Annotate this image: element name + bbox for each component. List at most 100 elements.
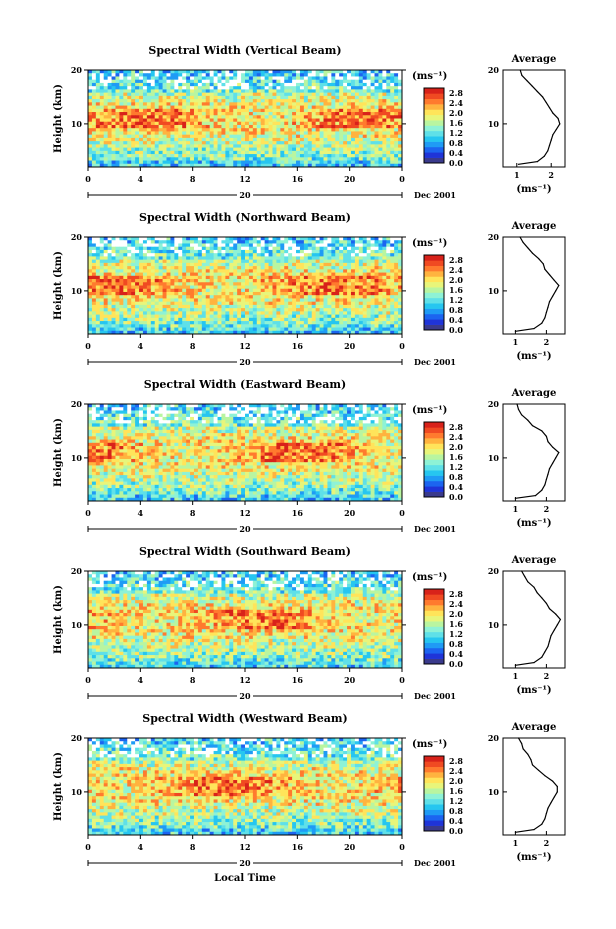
- heatmap-cell: [354, 301, 360, 306]
- heatmap-cell: [91, 150, 97, 155]
- heatmap-cell: [229, 308, 234, 312]
- heatmap-cell: [205, 118, 211, 123]
- heatmap-cell: [386, 285, 391, 290]
- heatmap-cell: [366, 298, 372, 303]
- heatmap-cell: [264, 321, 269, 325]
- heatmap-cell: [241, 121, 246, 126]
- colorbar-swatch: [424, 303, 444, 309]
- heatmap-cell: [146, 160, 152, 165]
- heatmap-cell: [209, 154, 215, 158]
- heatmap-cell: [115, 330, 120, 335]
- heatmap-cell: [256, 79, 262, 84]
- heatmap-cell: [91, 144, 97, 148]
- heatmap-cell: [366, 108, 372, 113]
- heatmap-cell: [99, 124, 105, 129]
- heatmap-cell: [288, 266, 293, 270]
- heatmap-cell: [115, 275, 120, 280]
- heatmap-cell: [209, 237, 215, 241]
- heatmap-cell: [146, 269, 152, 273]
- heatmap-cell: [182, 141, 187, 145]
- heatmap-cell: [209, 89, 215, 94]
- heatmap-cell: [150, 301, 156, 306]
- heatmap-cell: [343, 89, 348, 94]
- heatmap-cell: [299, 256, 305, 261]
- heatmap-cell: [190, 70, 195, 74]
- heatmap-cell: [221, 79, 226, 84]
- heatmap-cell: [127, 99, 132, 103]
- heatmap-cell: [268, 324, 273, 328]
- heatmap-cell: [139, 150, 144, 155]
- heatmap-cell: [99, 240, 105, 244]
- heatmap-cell: [248, 291, 254, 296]
- heatmap-cell: [390, 157, 395, 161]
- heatmap-cell: [205, 131, 211, 136]
- heatmap-cell: [398, 295, 403, 299]
- heatmap-cell: [142, 73, 148, 77]
- heatmap-cell: [319, 124, 324, 129]
- heatmap-cell: [394, 327, 399, 332]
- heatmap-cell: [339, 330, 344, 335]
- heatmap-cell: [162, 266, 167, 270]
- heatmap-cell: [217, 311, 222, 315]
- heatmap-cell: [280, 73, 285, 77]
- heatmap-cell: [201, 304, 207, 309]
- heatmap-cell: [229, 324, 234, 328]
- heatmap-cell: [170, 308, 175, 312]
- heatmap-cell: [299, 295, 305, 299]
- heatmap-cell: [201, 137, 207, 142]
- heatmap-cell: [335, 321, 340, 325]
- colorbar-swatch: [424, 308, 444, 315]
- heatmap-cell: [339, 163, 344, 168]
- heatmap-cell: [190, 163, 195, 168]
- heatmap-cell: [280, 157, 285, 161]
- heatmap-cell: [378, 291, 383, 296]
- heatmap-cell: [154, 249, 160, 254]
- heatmap-cell: [284, 76, 289, 81]
- heatmap-cell: [103, 89, 109, 94]
- heatmap-cell: [354, 79, 360, 84]
- heatmap-cell: [170, 76, 175, 81]
- heatmap-cell: [95, 321, 101, 325]
- heatmap-cell: [307, 259, 313, 264]
- heatmap-cell: [248, 311, 254, 315]
- heatmap-cell: [221, 134, 226, 139]
- heatmap-cell: [213, 144, 218, 148]
- heatmap-cell: [264, 163, 269, 168]
- heatmap-cell: [386, 253, 391, 257]
- heatmap-cell: [350, 301, 356, 306]
- heatmap-cell: [366, 246, 372, 251]
- heatmap-cell: [201, 285, 207, 290]
- heatmap-cell: [319, 321, 324, 325]
- average-profile-point: [552, 134, 554, 136]
- heatmap-cell: [374, 256, 379, 261]
- heatmap-cell: [158, 295, 163, 299]
- heatmap-cell: [166, 266, 171, 270]
- heatmap-cell: [158, 291, 163, 296]
- heatmap-cell: [88, 112, 93, 116]
- heatmap-cell: [280, 262, 285, 267]
- heatmap-cell: [354, 256, 360, 261]
- heatmap-cell: [331, 279, 336, 283]
- heatmap-cell: [319, 249, 324, 254]
- heatmap-cell: [382, 150, 387, 155]
- heatmap-cell: [190, 95, 195, 100]
- heatmap-cell: [193, 108, 199, 113]
- heatmap-cell: [264, 150, 269, 155]
- heatmap-cell: [103, 314, 109, 319]
- heatmap-cell: [319, 279, 324, 283]
- heatmap-cell: [142, 154, 148, 158]
- heatmap-cell: [103, 131, 109, 136]
- heatmap-cell: [135, 253, 140, 257]
- heatmap-cell: [362, 253, 368, 257]
- heatmap-cell: [350, 237, 356, 241]
- heatmap-cell: [166, 246, 171, 251]
- heatmap-cell: [225, 157, 230, 161]
- heatmap-cell: [260, 82, 266, 87]
- heatmap-cell: [256, 95, 262, 100]
- heatmap-cell: [311, 314, 317, 319]
- heatmap-cell: [307, 304, 313, 309]
- heatmap-cell: [154, 275, 160, 280]
- heatmap-cell: [378, 92, 383, 97]
- heatmap-cell: [201, 308, 207, 312]
- heatmap-cell: [315, 157, 320, 161]
